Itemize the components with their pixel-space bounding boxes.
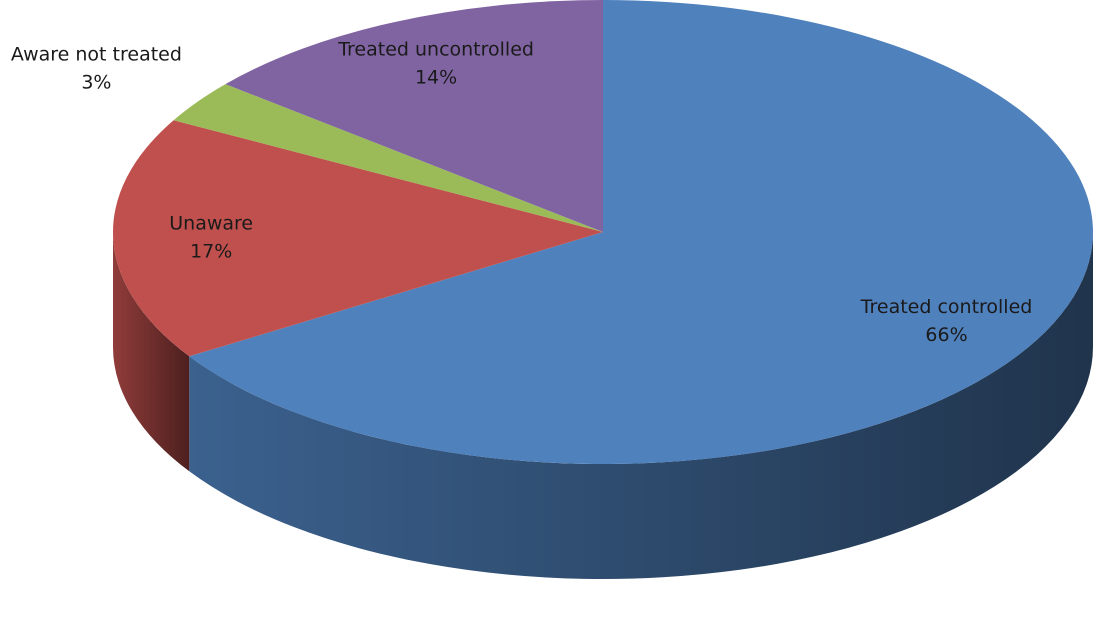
slice-label: Aware not treated [11,43,182,65]
slice-value-label: 3% [81,71,111,93]
slice-value-label: 14% [415,67,457,89]
slice [112,120,603,357]
slice-label: Treated uncontrolled [337,39,534,61]
slice [173,84,603,232]
slice-side [189,232,1094,579]
slice-value-label: 66% [925,324,967,346]
slice-label: Treated controlled [860,296,1033,318]
slice [225,0,603,232]
slice-label: Unaware [169,212,253,234]
slice [189,0,1093,464]
slice-side [113,232,190,472]
slice-value-label: 17% [190,240,232,262]
